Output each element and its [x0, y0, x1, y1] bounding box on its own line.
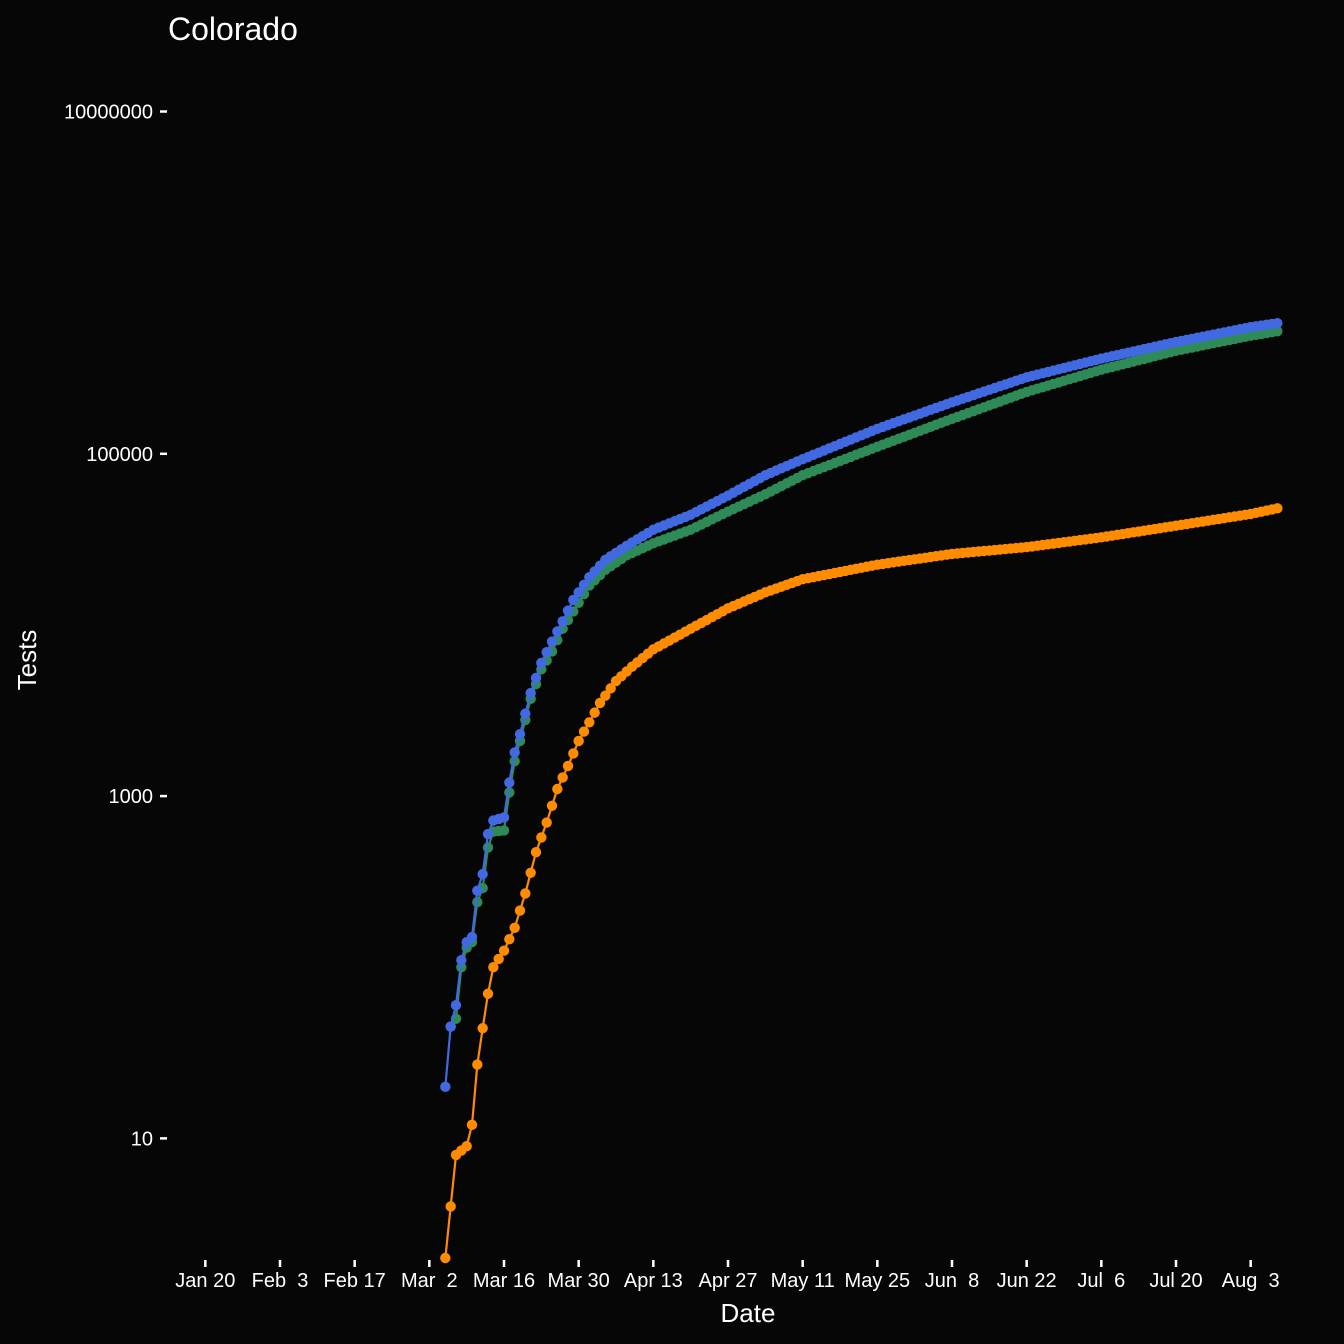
x-tick-label: Feb 3 [252, 1270, 309, 1292]
data-point [578, 726, 590, 737]
data-point [440, 1252, 451, 1264]
x-tick-label: Apr 13 [624, 1270, 683, 1292]
data-point [514, 728, 526, 740]
data-point [445, 1021, 456, 1032]
data-point [498, 825, 510, 836]
data-point [605, 683, 616, 694]
series-1 [440, 503, 1283, 1264]
data-point [552, 783, 563, 795]
x-tick-label: Jun 22 [997, 1270, 1057, 1292]
data-point [568, 748, 579, 759]
x-tick-label: Jan 20 [175, 1270, 235, 1292]
x-tick-label: Feb 17 [324, 1270, 386, 1292]
data-point [477, 1023, 488, 1034]
data-point [557, 616, 568, 627]
data-point [578, 579, 590, 591]
data-point [477, 868, 488, 880]
x-tick-label: Jul 20 [1149, 1270, 1202, 1292]
data-point [472, 1059, 483, 1070]
data-point [1272, 503, 1283, 514]
data-point [450, 1000, 462, 1011]
data-point [466, 1119, 478, 1131]
chart-title: Colorado [168, 11, 298, 47]
x-tick-label: Jun 8 [925, 1270, 979, 1292]
data-point [482, 988, 494, 999]
data-point [573, 735, 584, 747]
data-point [557, 772, 568, 783]
data-point [568, 594, 579, 606]
data-point [584, 717, 595, 728]
data-point [498, 945, 510, 956]
data-point [520, 708, 531, 719]
data-point [445, 1201, 456, 1212]
series-3 [440, 317, 1283, 1093]
plot-area [440, 317, 1283, 1264]
data-point [493, 953, 504, 965]
data-point [509, 922, 520, 933]
data-point [504, 934, 515, 945]
data-point [525, 687, 536, 699]
data-point [541, 647, 552, 658]
x-tick-label: Mar 16 [473, 1270, 535, 1292]
x-axis-title: Date [721, 1298, 776, 1328]
data-point [498, 812, 510, 823]
data-point [461, 1141, 472, 1152]
y-tick-label: 10000000 [64, 102, 153, 124]
data-point [1272, 326, 1283, 337]
data-point [546, 636, 558, 647]
data-point [536, 832, 547, 843]
data-point [504, 777, 515, 788]
data-point [472, 885, 483, 896]
data-point [520, 888, 531, 899]
data-point [514, 905, 526, 916]
data-point [509, 747, 520, 758]
data-point [530, 847, 542, 858]
data-point [589, 707, 600, 718]
data-point [488, 962, 499, 973]
y-axis-title: Tests [12, 630, 42, 691]
data-point [482, 828, 494, 840]
data-point [573, 587, 584, 598]
x-tick-label: Mar 2 [401, 1270, 458, 1292]
x-tick-label: Apr 27 [699, 1270, 758, 1292]
y-tick-label: 1000 [109, 786, 154, 808]
y-tick-label: 100000 [86, 444, 153, 466]
data-point [440, 1081, 451, 1093]
data-point [536, 657, 547, 669]
data-point [562, 605, 574, 616]
data-point [530, 672, 542, 684]
x-axis: Jan 20 Feb 3 Feb 17 Mar 2 Mar 16 Mar 30 Apr 13… [175, 1260, 1280, 1292]
data-point [482, 842, 494, 853]
x-tick-label: May 25 [845, 1270, 911, 1292]
data-point [600, 690, 611, 701]
data-point [525, 867, 536, 879]
data-point [562, 760, 574, 772]
data-point [552, 626, 563, 637]
x-tick-label: Mar 30 [548, 1270, 610, 1292]
y-tick-label: 10 [131, 1128, 153, 1150]
x-tick-label: Aug 3 [1222, 1270, 1280, 1292]
x-tick-label: May 11 [771, 1270, 835, 1292]
data-point [546, 800, 558, 811]
y-axis: 10 1000 100000 10000000 [64, 102, 167, 1150]
data-point [1272, 317, 1283, 329]
data-point [594, 697, 606, 709]
data-point [466, 931, 478, 943]
data-point [456, 954, 467, 966]
data-point [541, 817, 552, 828]
x-tick-label: Jul 6 [1077, 1270, 1125, 1292]
